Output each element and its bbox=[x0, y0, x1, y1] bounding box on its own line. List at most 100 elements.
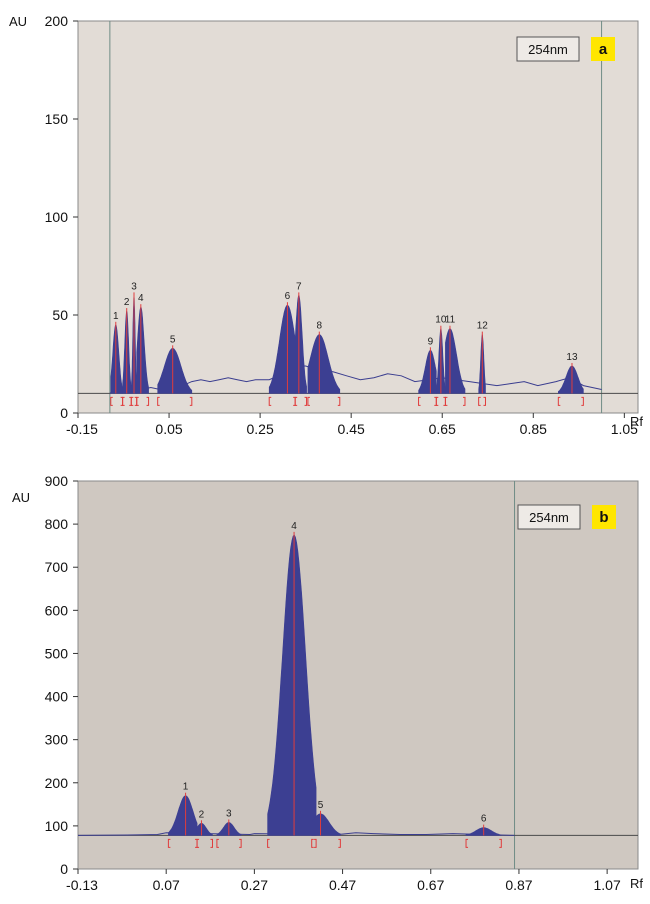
x-tick-label: 0.85 bbox=[520, 421, 547, 437]
integration-bracket bbox=[311, 838, 314, 848]
integration-bracket bbox=[294, 396, 298, 406]
peak-label-2: 2 bbox=[124, 297, 130, 308]
peak-label-5: 5 bbox=[318, 800, 324, 811]
integration-bracket bbox=[581, 396, 584, 406]
integration-bracket bbox=[210, 838, 213, 848]
peak-label-13: 13 bbox=[566, 352, 578, 363]
panel-badge bbox=[591, 37, 615, 61]
peak-area-8 bbox=[307, 334, 341, 394]
wavelength-box bbox=[516, 36, 580, 62]
y-tick-label: 400 bbox=[45, 689, 69, 705]
wavelength-label: 254nm bbox=[529, 510, 569, 525]
peak-area-6 bbox=[268, 304, 296, 394]
y-tick-label: 50 bbox=[52, 307, 68, 323]
y-tick-label: 200 bbox=[45, 13, 69, 29]
y-tick-label: 150 bbox=[45, 111, 69, 127]
x-tick-label: -0.13 bbox=[66, 877, 98, 893]
integration-bracket bbox=[499, 838, 502, 848]
plot-area bbox=[77, 20, 639, 414]
y-tick-label: 300 bbox=[45, 732, 69, 748]
peak-label-10: 10 bbox=[435, 315, 447, 326]
x-tick-label: -0.15 bbox=[66, 421, 98, 437]
peak-label-7: 7 bbox=[296, 281, 302, 292]
peak-area-9 bbox=[418, 349, 437, 394]
peak-area-4 bbox=[136, 306, 149, 394]
integration-bracket bbox=[418, 396, 421, 406]
x-tick-label: 0.65 bbox=[429, 421, 456, 437]
panel-badge bbox=[592, 505, 616, 529]
integration-bracket bbox=[189, 396, 193, 406]
integration-bracket bbox=[216, 838, 219, 848]
integration-bracket bbox=[268, 396, 272, 406]
integration-bracket bbox=[435, 396, 439, 406]
y-axis-unit: AU bbox=[12, 490, 30, 505]
x-tick-label: 0.45 bbox=[338, 421, 365, 437]
x-tick-label: 1.05 bbox=[611, 421, 638, 437]
integration-bracket bbox=[196, 838, 200, 848]
y-tick-label: 600 bbox=[45, 602, 69, 618]
integration-bracket bbox=[337, 396, 341, 406]
y-tick-label: 900 bbox=[45, 473, 69, 489]
peak-label-11: 11 bbox=[445, 315, 456, 326]
peak-area-7 bbox=[294, 294, 307, 394]
peak-area-1 bbox=[110, 324, 123, 394]
panel-letter: a bbox=[599, 41, 608, 58]
peak-area-5 bbox=[157, 348, 193, 394]
integration-bracket bbox=[478, 396, 481, 406]
integration-bracket bbox=[130, 396, 134, 406]
plot-area bbox=[77, 480, 639, 870]
peak-label-3: 3 bbox=[226, 808, 232, 819]
peak-label-9: 9 bbox=[428, 336, 434, 347]
x-tick-label: 0.07 bbox=[153, 877, 180, 893]
peak-label-1: 1 bbox=[183, 782, 189, 793]
panel-b: 1 2 3 4 5 6 -0.13 0.07 0.27 0.47 0.67 0.87 1.07 0 100 2… bbox=[12, 473, 643, 893]
y-tick-label: 100 bbox=[45, 209, 69, 225]
integration-bracket bbox=[157, 396, 160, 406]
integration-bracket bbox=[136, 396, 139, 406]
x-tick-label: 0.87 bbox=[505, 877, 532, 893]
peak-label-1: 1 bbox=[113, 311, 119, 322]
peak-area-1 bbox=[168, 795, 198, 836]
x-tick-label: 0.27 bbox=[241, 877, 268, 893]
y-tick-label: 700 bbox=[45, 559, 69, 575]
x-tick-label: 0.67 bbox=[417, 877, 444, 893]
peak-label-6: 6 bbox=[481, 814, 487, 825]
x-tick-label: 1.07 bbox=[594, 877, 621, 893]
integration-bracket bbox=[314, 838, 317, 848]
peak-label-5: 5 bbox=[170, 334, 176, 345]
integration-bracket bbox=[465, 838, 469, 848]
y-tick-label: 0 bbox=[60, 861, 68, 877]
y-tick-label: 800 bbox=[45, 516, 69, 532]
peak-label-4: 4 bbox=[291, 521, 297, 532]
peak-label-3: 3 bbox=[131, 281, 137, 292]
peak-label-2: 2 bbox=[199, 809, 205, 820]
wavelength-label: 254nm bbox=[528, 42, 568, 57]
integration-bracket bbox=[146, 396, 150, 406]
integration-bracket bbox=[307, 396, 310, 406]
peak-area-4 bbox=[267, 534, 317, 836]
integration-bracket bbox=[462, 396, 466, 406]
x-axis-unit: Rf bbox=[630, 876, 643, 891]
peak-label-8: 8 bbox=[317, 321, 323, 332]
peak-label-6: 6 bbox=[285, 291, 291, 302]
integration-bracket bbox=[338, 838, 341, 848]
y-tick-label: 500 bbox=[45, 645, 69, 661]
integration-bracket bbox=[122, 396, 125, 406]
integration-bracket bbox=[557, 396, 561, 406]
integration-bracket bbox=[267, 838, 270, 848]
y-tick-label: 200 bbox=[45, 775, 69, 791]
integration-bracket bbox=[304, 396, 308, 406]
peak-label-12: 12 bbox=[477, 321, 489, 332]
peak-area-5 bbox=[311, 813, 341, 836]
integration-bracket bbox=[167, 838, 171, 848]
peak-label-4: 4 bbox=[138, 293, 144, 304]
x-tick-label: 0.05 bbox=[155, 421, 182, 437]
wavelength-box bbox=[517, 504, 581, 530]
peak-area-2 bbox=[196, 823, 213, 836]
peak-area-13 bbox=[558, 365, 584, 394]
y-tick-label: 0 bbox=[60, 405, 68, 421]
x-tick-label: 0.47 bbox=[329, 877, 356, 893]
